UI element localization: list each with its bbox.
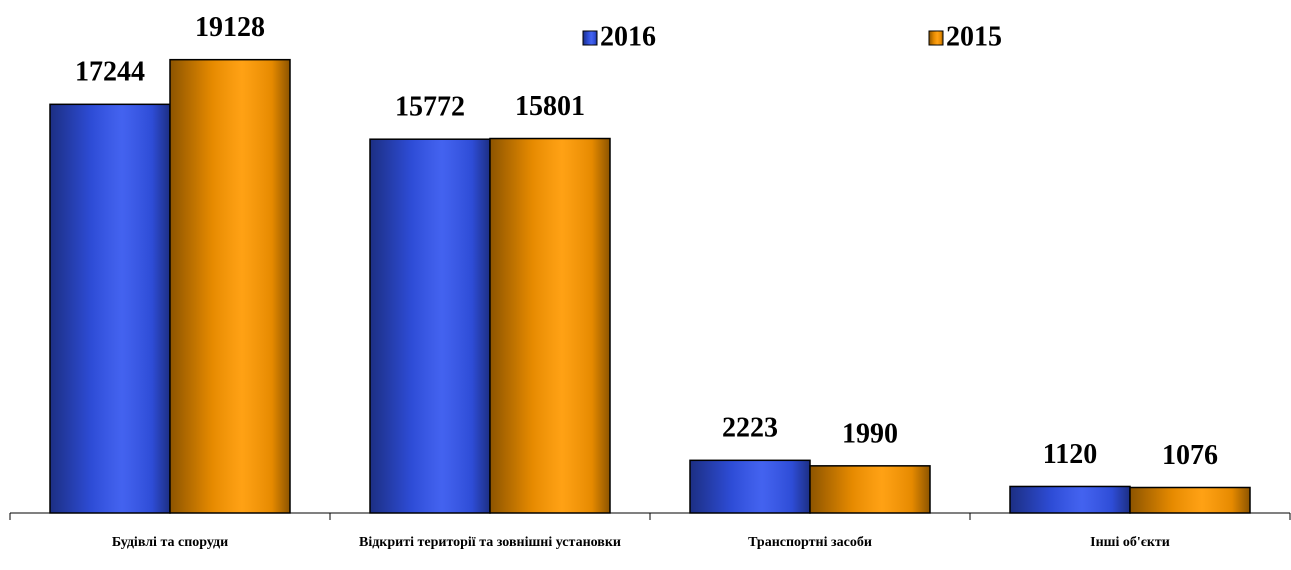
x-tick-label: Будівлі та споруди bbox=[111, 535, 229, 550]
data-label: 19128 bbox=[195, 12, 265, 43]
bar-shade bbox=[169, 58, 291, 514]
bar-shade bbox=[49, 103, 171, 514]
bar-shade bbox=[689, 459, 811, 514]
legend-swatch-shade bbox=[583, 31, 597, 45]
data-label: 1990 bbox=[842, 418, 898, 449]
x-tick-label: Інші об'єкти bbox=[1090, 535, 1170, 550]
legend-swatch-shade bbox=[929, 31, 943, 45]
x-tick-label: Відкриті території та зовнішні установки bbox=[359, 535, 621, 550]
bar-shade bbox=[1129, 486, 1251, 514]
data-label: 2223 bbox=[722, 413, 778, 444]
data-label: 15772 bbox=[395, 92, 465, 123]
data-label: 1120 bbox=[1043, 439, 1097, 470]
data-label: 17244 bbox=[75, 57, 145, 88]
bar-shade bbox=[369, 138, 491, 514]
bar-shade bbox=[809, 465, 931, 514]
bar-shade bbox=[1009, 485, 1131, 514]
data-label: 15801 bbox=[515, 91, 585, 122]
x-tick-label: Транспортні засоби bbox=[748, 535, 872, 550]
legend-label: 2015 bbox=[946, 21, 1002, 52]
legend-label: 2016 bbox=[600, 21, 656, 52]
data-label: 1076 bbox=[1162, 440, 1218, 471]
bar-shade bbox=[489, 137, 611, 514]
